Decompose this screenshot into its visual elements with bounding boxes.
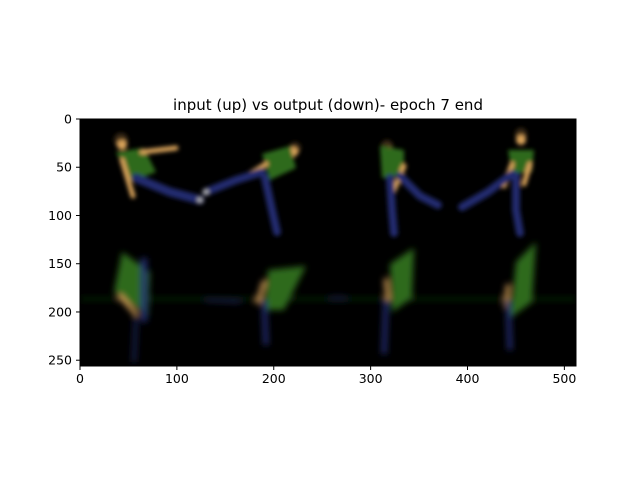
y-tick-label: 0 [64,112,72,127]
y-tick-label: 100 [48,208,72,223]
image-background [80,119,576,366]
output-frame-1 [114,252,150,363]
output-frames [80,242,576,363]
input-frames [114,128,534,237]
x-tick-label: 200 [262,371,286,386]
plot-area [80,119,576,366]
y-tick-label: 250 [48,353,72,368]
x-tick-label: 400 [456,371,480,386]
axes-frame [79,118,577,367]
y-tick-label: 150 [48,256,72,271]
y-tick-label: 50 [56,160,72,175]
output-frame-2 [205,266,306,346]
input-frame-4 [458,128,534,237]
x-tick-label: 300 [359,371,383,386]
x-tick-label: 0 [76,371,84,386]
chart-title: input (up) vs output (down)- epoch 7 end [173,96,483,114]
x-tick-label: 500 [552,371,576,386]
input-frame-1 [114,133,205,205]
output-frame-3 [330,248,414,355]
y-tick-label: 200 [48,304,72,319]
y-axis: 0 50 100 150 200 250 [48,112,80,368]
x-axis: 0 100 200 300 400 500 [76,366,576,386]
input-frame-2 [202,142,301,236]
output-frame-4 [504,242,536,351]
x-tick-label: 100 [165,371,189,386]
input-frame-3 [380,140,442,237]
